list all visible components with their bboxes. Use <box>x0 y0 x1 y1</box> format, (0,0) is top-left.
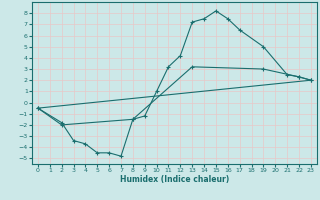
X-axis label: Humidex (Indice chaleur): Humidex (Indice chaleur) <box>120 175 229 184</box>
